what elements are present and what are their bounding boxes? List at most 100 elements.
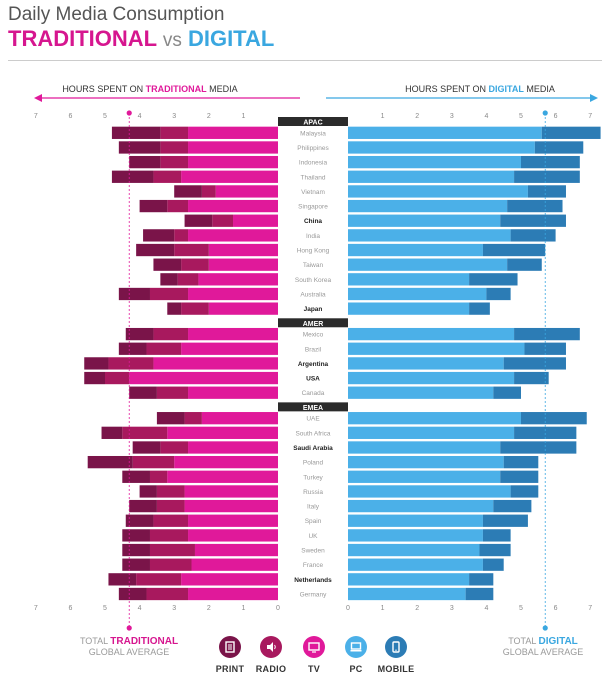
legend-label: TV: [307, 664, 321, 674]
bar-print: [87, 455, 133, 469]
bar-tv: [201, 412, 278, 425]
legend-item-print: PRINT: [205, 636, 255, 674]
bar-print: [136, 243, 175, 257]
left-tick-label: 5: [103, 113, 107, 120]
bar-mobile: [482, 558, 504, 571]
bar-tv: [188, 386, 278, 399]
bar-pc: [348, 587, 466, 601]
country-label: Taiwan: [303, 262, 324, 269]
bar-pc: [348, 327, 515, 341]
bar-radio: [174, 243, 209, 257]
traditional-average-caption: TOTAL TRADITIONAL GLOBAL AVERAGE: [74, 636, 184, 658]
right-tick-label: 5: [519, 113, 523, 120]
traditional-average-pre: TOTAL: [79, 636, 111, 646]
country-label: Canada: [302, 390, 325, 397]
subtitle-digital: DIGITAL: [187, 26, 275, 51]
bar-tv: [188, 229, 278, 242]
country-label: Philippines: [297, 145, 329, 152]
bar-print: [84, 357, 109, 370]
bottom-left-tick-label: 1: [241, 605, 245, 612]
bar-pc: [348, 199, 508, 213]
bottom-right-tick-label: 3: [450, 605, 454, 612]
chart-title: Daily Media Consumption: [8, 4, 225, 25]
bar-mobile: [507, 199, 563, 213]
header-divider: [8, 60, 602, 61]
country-label: Sweden: [301, 548, 325, 555]
left-tick-label: 1: [241, 113, 245, 120]
bar-radio: [108, 357, 154, 370]
bottom-left-tick-label: 6: [68, 605, 72, 612]
legend-label: RADIO: [255, 664, 287, 674]
bar-mobile: [469, 302, 490, 315]
country-label: Turkey: [303, 474, 323, 481]
right-tick-label: 4: [484, 113, 488, 120]
bar-radio: [174, 229, 189, 242]
bar-tv: [188, 155, 278, 169]
bar-mobile: [514, 371, 549, 385]
digital-average-dot: [542, 110, 548, 116]
left-tick-label: 4: [138, 113, 142, 120]
bar-mobile: [521, 412, 587, 425]
bar-pc: [348, 342, 525, 355]
traditional-average-dot: [126, 110, 132, 116]
bar-radio: [136, 573, 182, 586]
bar-radio: [149, 470, 168, 483]
bar-mobile: [521, 155, 580, 169]
country-label: Russia: [303, 489, 323, 496]
bar-mobile: [500, 470, 539, 483]
bar-pc: [348, 185, 528, 198]
bar-print: [122, 558, 150, 571]
bar-radio: [212, 214, 234, 227]
country-label: Italy: [307, 504, 320, 511]
bar-mobile: [527, 185, 566, 198]
bar-pc: [348, 141, 535, 154]
bar-tv: [174, 455, 278, 469]
country-label: Indonesia: [299, 160, 328, 167]
bar-mobile: [486, 287, 511, 301]
bar-pc: [348, 229, 511, 242]
bar-tv: [188, 514, 278, 527]
bar-mobile: [500, 441, 577, 454]
left-axis-label-pre: HOURS SPENT ON: [62, 84, 145, 94]
bar-radio: [153, 514, 189, 527]
bar-radio: [177, 273, 199, 286]
traditional-average-dot: [126, 625, 132, 631]
bar-radio: [122, 426, 168, 439]
bar-pc: [348, 243, 483, 257]
bar-print: [118, 587, 147, 601]
bar-pc: [348, 426, 515, 439]
right-tick-label: 3: [450, 113, 454, 120]
bar-print: [118, 342, 147, 355]
bar-tv: [208, 302, 278, 315]
bar-pc: [348, 573, 470, 586]
bottom-left-tick-label: 3: [172, 605, 176, 612]
bar-mobile: [524, 342, 566, 355]
mobile-icon: [385, 636, 407, 658]
subtitle-traditional: TRADITIONAL: [8, 26, 157, 51]
bar-print: [139, 485, 157, 498]
bar-pc: [348, 214, 501, 227]
bar-tv: [188, 587, 278, 601]
country-label: South Africa: [295, 430, 330, 437]
bar-tv: [181, 342, 278, 355]
bottom-right-tick-label: 7: [588, 605, 592, 612]
bar-tv: [188, 287, 278, 301]
radio-icon: [260, 636, 282, 658]
bar-mobile: [469, 573, 494, 586]
digital-average-caption: TOTAL DIGITAL GLOBAL AVERAGE: [488, 636, 598, 658]
bar-pc: [348, 273, 470, 286]
bar-tv: [194, 543, 278, 557]
bar-radio: [181, 258, 209, 271]
bar-tv: [184, 499, 278, 513]
chart-subtitle: TRADITIONAL vs DIGITAL: [8, 26, 274, 52]
bar-mobile: [469, 273, 518, 286]
right-axis-label-post: MEDIA: [524, 84, 555, 94]
bar-tv: [181, 170, 278, 183]
subtitle-vs: vs: [162, 30, 182, 51]
right-axis-label-pre: HOURS SPENT ON: [405, 84, 488, 94]
legend-item-mobile: MOBILE: [371, 636, 421, 674]
bar-radio: [156, 485, 185, 498]
country-label: Spain: [305, 518, 322, 525]
country-label: Thailand: [301, 174, 326, 181]
bar-print: [101, 426, 123, 439]
